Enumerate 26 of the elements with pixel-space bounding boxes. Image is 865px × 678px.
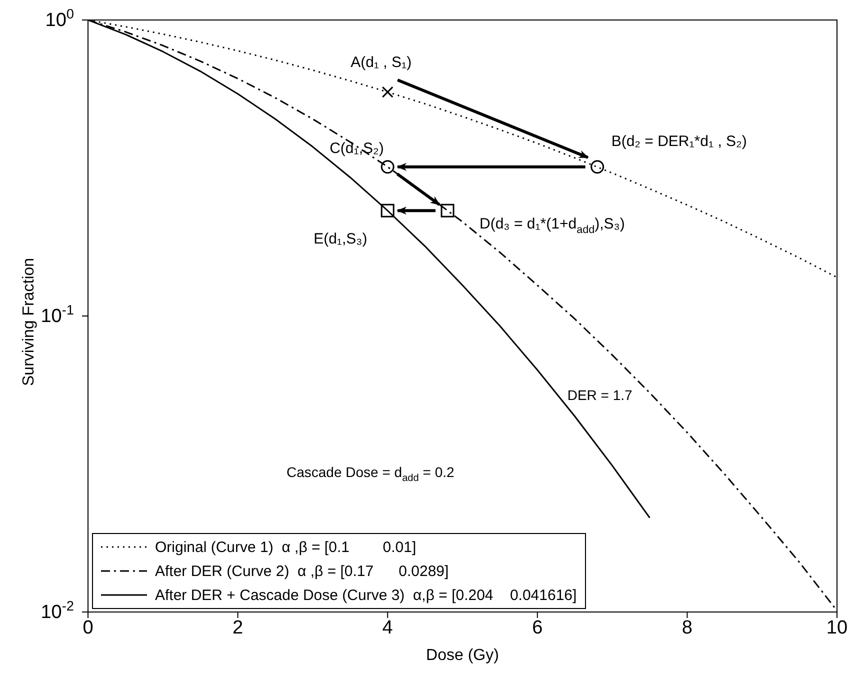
point (440, 204, 454, 218)
legend-label: After DER (Curve 2) α ,β = [0.17 0.0289] (155, 562, 449, 580)
y-axis-title: Surviving Fraction (20, 258, 38, 386)
point (380, 160, 394, 174)
x-tick-label: 10 (826, 617, 848, 638)
x-axis-title: Dose (Gy) (426, 647, 499, 664)
x-tick-label: 0 (82, 617, 94, 638)
annotation: E(d₁,S₃) (314, 230, 368, 248)
y-tick-label: 10$^{-1}$ (40, 302, 74, 327)
point (382, 86, 394, 98)
x-tick-label: 8 (682, 617, 692, 638)
annotation: B(d₂ = DER₁*d₁ , S₂) (611, 132, 747, 150)
point (380, 204, 394, 218)
x-tick-label: 6 (532, 617, 543, 638)
legend-label: Original (Curve 1) α ,β = [0.1 0.01] (155, 538, 416, 556)
annotation: DER = 1.7 (567, 387, 633, 404)
annotation: D(d₃ = d₁*(1+d$_{add}$),S₃) (480, 216, 625, 236)
y-tick-label: 10$^{0}$ (45, 6, 74, 31)
annotation: A(d₁ , S₁) (350, 54, 412, 72)
y-tick-label: 10$^{-2}$ (40, 598, 74, 623)
annotation: Cascade Dose = d$_{add}$ = 0.2 (286, 464, 455, 484)
annotation: C(d₁,S₂) (330, 140, 384, 157)
x-tick-label: 2 (232, 617, 244, 638)
point (590, 160, 604, 174)
legend-label: After DER + Cascade Dose (Curve 3) α,β = [0.204 0.041616] (155, 586, 577, 604)
x-tick-label: 4 (382, 617, 394, 638)
